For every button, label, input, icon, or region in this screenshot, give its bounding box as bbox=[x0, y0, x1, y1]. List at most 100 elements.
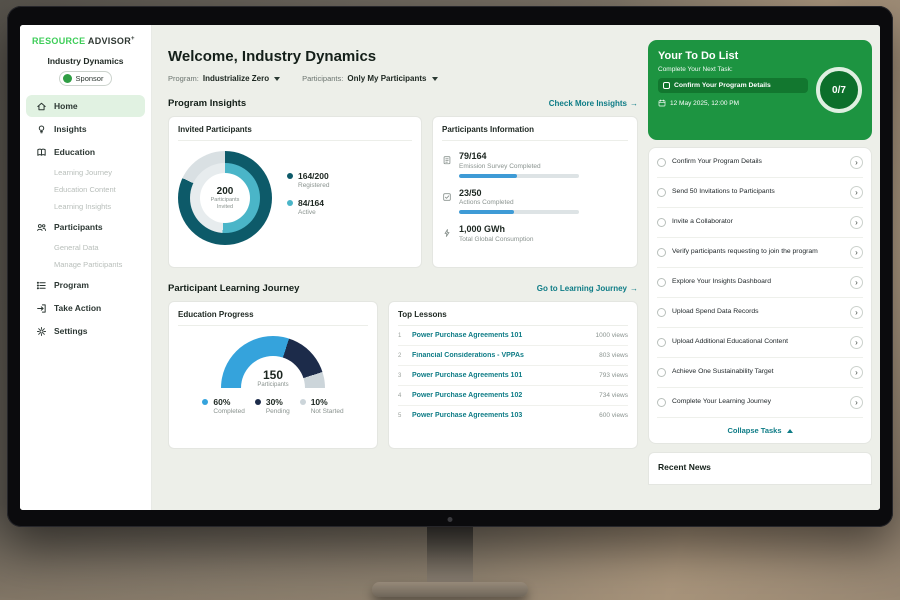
stat-actions-completed: 23/50 Actions Completed bbox=[442, 188, 628, 215]
program-dropdown[interactable]: Program: Industrialize Zero bbox=[168, 74, 281, 83]
chevron-right-icon[interactable]: › bbox=[850, 216, 863, 229]
sidebar-item-manage-participants[interactable]: Manage Participants bbox=[54, 260, 123, 269]
home-icon bbox=[37, 102, 46, 110]
lesson-link[interactable]: Power Purchase Agreements 103 bbox=[412, 412, 523, 419]
program-insights-header: Program Insights Check More Insights → bbox=[168, 98, 638, 109]
todo-column: Your To Do List Complete Your Next Task:… bbox=[648, 40, 872, 510]
chevron-right-icon[interactable]: › bbox=[850, 186, 863, 199]
task-row-achieve-target[interactable]: Achieve One Sustainability Target › bbox=[657, 358, 863, 388]
task-checkbox-icon[interactable] bbox=[657, 188, 666, 197]
sidebar-item-insights[interactable]: Insights bbox=[26, 118, 145, 140]
learning-journey-cards: Education Progress 150 Participants bbox=[168, 301, 638, 449]
actions-progressbar bbox=[459, 210, 579, 214]
logo-secondary: ADVISOR+ bbox=[87, 36, 135, 46]
clipboard-icon bbox=[442, 152, 452, 178]
task-row-upload-spend-data[interactable]: Upload Spend Data Records › bbox=[657, 298, 863, 328]
task-checkbox-icon[interactable] bbox=[657, 218, 666, 227]
sidebar-item-settings[interactable]: Settings bbox=[26, 320, 145, 342]
task-checkbox-icon[interactable] bbox=[657, 338, 666, 347]
legend-active: 84/164 Active bbox=[287, 198, 329, 216]
todo-progress-ring: 0/7 bbox=[816, 67, 862, 113]
sidebar-nav: Home Insights Education Learning Journey… bbox=[20, 95, 151, 342]
energy-icon bbox=[442, 225, 452, 243]
next-task-due: 12 May 2025, 12:00 PM bbox=[658, 99, 808, 107]
todo-subtitle: Complete Your Next Task: bbox=[658, 66, 733, 73]
app-screen: RESOURCE ADVISOR+ Industry Dynamics Spon… bbox=[20, 25, 880, 510]
lesson-link[interactable]: Financial Considerations - VPPAs bbox=[412, 352, 524, 359]
gauge-legend: 60% Completed 30% Pending 10% bbox=[202, 397, 344, 415]
filter-bar: Program: Industrialize Zero Participants… bbox=[168, 74, 638, 83]
participants-information-card: Participants Information 79/164 Emission… bbox=[432, 116, 638, 268]
sidebar-item-learning-journey[interactable]: Learning Journey bbox=[54, 168, 112, 177]
sponsor-badge[interactable]: Sponsor bbox=[58, 71, 113, 86]
list-icon bbox=[36, 281, 46, 289]
task-checkbox-icon[interactable] bbox=[657, 308, 666, 317]
learning-journey-header: Participant Learning Journey Go to Learn… bbox=[168, 283, 638, 294]
checklist-icon bbox=[442, 189, 452, 215]
task-checkbox-icon[interactable] bbox=[657, 158, 666, 167]
task-checkbox-icon[interactable] bbox=[657, 278, 666, 287]
lesson-link[interactable]: Power Purchase Agreements 101 bbox=[412, 332, 523, 339]
legend-pending: 30% Pending bbox=[254, 397, 290, 415]
task-checkbox-icon[interactable] bbox=[657, 398, 666, 407]
go-to-learning-journey-link[interactable]: Go to Learning Journey → bbox=[536, 284, 638, 293]
legend-registered: 164/200 Registered bbox=[287, 171, 329, 189]
donut-center-label: Participants Invited bbox=[210, 196, 240, 210]
todo-title: Your To Do List bbox=[658, 50, 739, 62]
checkbox-icon[interactable] bbox=[663, 82, 670, 89]
todo-summary-card: Your To Do List Complete Your Next Task:… bbox=[648, 40, 872, 140]
calendar-icon bbox=[658, 99, 666, 107]
chevron-right-icon[interactable]: › bbox=[850, 156, 863, 169]
sidebar-item-program[interactable]: Program bbox=[26, 274, 145, 296]
sidebar-item-learning-insights[interactable]: Learning Insights bbox=[54, 202, 112, 211]
education-progress-card: Education Progress 150 Participants bbox=[168, 301, 378, 449]
lesson-row[interactable]: 2 Financial Considerations - VPPAs 803 v… bbox=[398, 346, 628, 366]
content-column: Welcome, Industry Dynamics Program: Indu… bbox=[168, 25, 638, 510]
task-row-confirm-program[interactable]: Confirm Your Program Details › bbox=[657, 148, 863, 178]
participants-dropdown[interactable]: Participants: Only My Participants bbox=[302, 74, 438, 83]
chevron-right-icon[interactable]: › bbox=[850, 336, 863, 349]
lesson-row[interactable]: 5 Power Purchase Agreements 103 600 view… bbox=[398, 412, 628, 419]
task-checkbox-icon[interactable] bbox=[657, 368, 666, 377]
task-row-explore-insights[interactable]: Explore Your Insights Dashboard › bbox=[657, 268, 863, 298]
lesson-row[interactable]: 4 Power Purchase Agreements 102 734 view… bbox=[398, 386, 628, 406]
task-checkbox-icon[interactable] bbox=[657, 248, 666, 257]
monitor-logo bbox=[447, 517, 453, 522]
lesson-row[interactable]: 1 Power Purchase Agreements 101 1000 vie… bbox=[398, 326, 628, 346]
next-task-chip[interactable]: Confirm Your Program Details bbox=[658, 78, 808, 93]
sidebar-item-education[interactable]: Education bbox=[26, 141, 145, 163]
gear-icon bbox=[37, 326, 46, 336]
task-row-complete-learning-journey[interactable]: Complete Your Learning Journey › bbox=[657, 388, 863, 418]
chevron-right-icon[interactable]: › bbox=[850, 396, 863, 409]
sidebar-item-education-content[interactable]: Education Content bbox=[54, 185, 116, 194]
legend-not-started: 10% Not Started bbox=[299, 397, 344, 415]
active-dot-icon bbox=[287, 200, 293, 206]
chevron-down-icon bbox=[274, 76, 281, 81]
chevron-right-icon[interactable]: › bbox=[850, 246, 863, 259]
lesson-link[interactable]: Power Purchase Agreements 101 bbox=[412, 372, 523, 379]
lesson-row[interactable]: 3 Power Purchase Agreements 101 793 view… bbox=[398, 366, 628, 386]
sidebar-item-home[interactable]: Home bbox=[26, 95, 145, 117]
task-row-verify-participants[interactable]: Verify participants requesting to join t… bbox=[657, 238, 863, 268]
task-row-send-invitations[interactable]: Send 50 Invitations to Participants › bbox=[657, 178, 863, 208]
top-lessons-card: Top Lessons 1 Power Purchase Agreements … bbox=[388, 301, 638, 449]
chevron-right-icon[interactable]: › bbox=[850, 306, 863, 319]
check-more-insights-link[interactable]: Check More Insights → bbox=[548, 99, 638, 108]
task-row-invite-collaborator[interactable]: Invite a Collaborator › bbox=[657, 208, 863, 238]
chevron-right-icon[interactable]: › bbox=[850, 366, 863, 379]
section-title: Program Insights bbox=[168, 98, 247, 109]
collapse-tasks-link[interactable]: Collapse Tasks bbox=[657, 418, 863, 443]
stat-global-consumption: 1,000 GWh Total Global Consumption bbox=[442, 224, 628, 243]
chevron-right-icon[interactable]: › bbox=[850, 276, 863, 289]
lesson-link[interactable]: Power Purchase Agreements 102 bbox=[412, 392, 523, 399]
sidebar: RESOURCE ADVISOR+ Industry Dynamics Spon… bbox=[20, 25, 152, 510]
task-row-upload-educational-content[interactable]: Upload Additional Educational Content › bbox=[657, 328, 863, 358]
task-list: Confirm Your Program Details › Send 50 I… bbox=[648, 147, 872, 444]
sponsor-icon bbox=[62, 74, 72, 83]
sidebar-item-general-data[interactable]: General Data bbox=[54, 243, 99, 252]
sidebar-item-take-action[interactable]: Take Action bbox=[26, 297, 145, 319]
legend-completed: 60% Completed bbox=[202, 397, 245, 415]
sidebar-item-participants[interactable]: Participants bbox=[26, 216, 145, 238]
action-arrow-icon bbox=[37, 303, 46, 313]
resource-advisor-logo: RESOURCE ADVISOR+ bbox=[20, 36, 151, 46]
